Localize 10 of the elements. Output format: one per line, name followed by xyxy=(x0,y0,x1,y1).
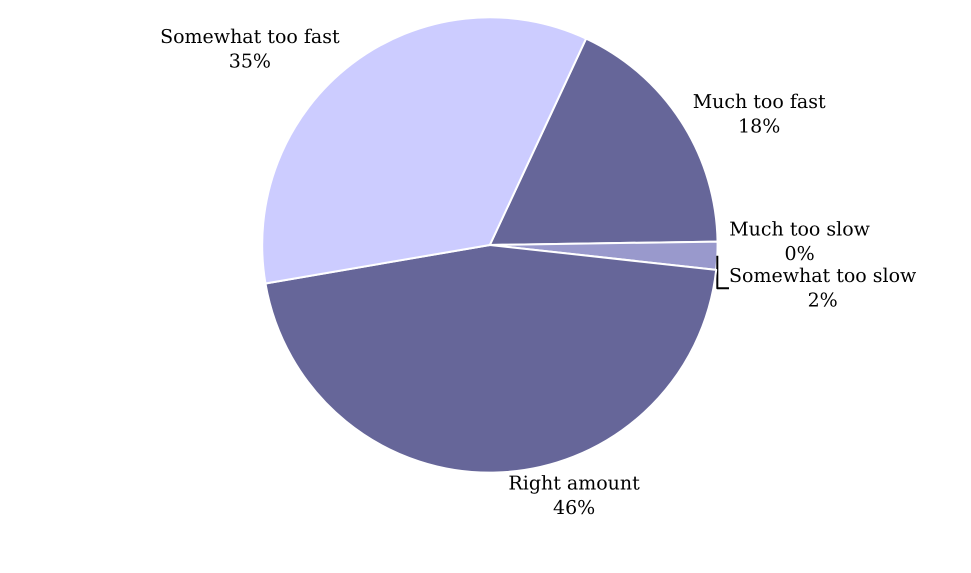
slice-label: Somewhat too fast xyxy=(160,26,340,48)
data-label: 2% xyxy=(808,290,838,312)
slice-label: Much too fast xyxy=(692,90,826,113)
data-label: 18% xyxy=(738,116,780,138)
text: 0% xyxy=(784,242,815,265)
data-label: 46% xyxy=(552,497,596,520)
category-label: Much too slow xyxy=(729,218,870,240)
data-label: 35% xyxy=(228,50,271,73)
slice-label: Somewhat too slow xyxy=(728,264,918,287)
slice-label: Right amount xyxy=(508,472,640,495)
